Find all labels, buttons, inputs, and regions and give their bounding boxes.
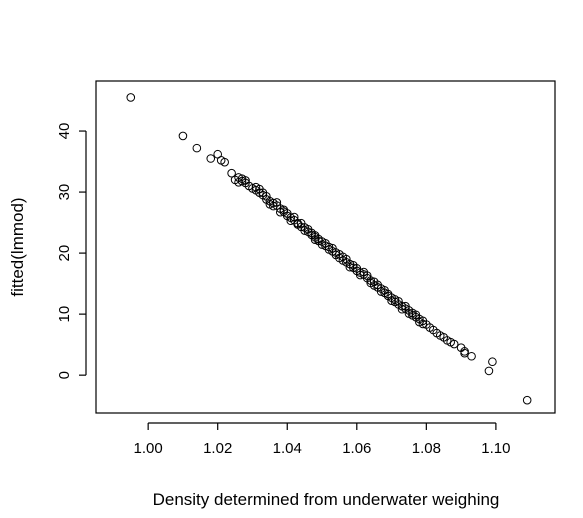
- y-tick-label: 10: [56, 306, 73, 323]
- data-point: [227, 168, 236, 178]
- points-layer: [126, 93, 532, 405]
- data-point: [522, 395, 532, 405]
- y-tick-label: 20: [56, 245, 73, 262]
- y-tick-label: 40: [56, 123, 73, 140]
- y-tick-label: 0: [56, 371, 73, 379]
- data-point: [449, 339, 459, 349]
- data-point: [418, 319, 428, 329]
- data-point: [467, 351, 476, 361]
- data-point: [192, 143, 202, 153]
- x-axis: 1.00 1.02 1.04 1.06 1.08 1.10: [134, 422, 510, 457]
- data-point: [484, 366, 494, 376]
- x-tick-label: 1.06: [342, 440, 371, 457]
- x-axis-title: Density determined from underwater weigh…: [153, 490, 500, 509]
- x-tick-label: 1.04: [273, 440, 302, 457]
- data-point: [220, 157, 229, 167]
- y-tick-label: 30: [56, 184, 73, 201]
- data-point: [387, 296, 396, 306]
- y-axis-title: fitted(lmmod): [8, 197, 27, 296]
- plot-frame: [95, 80, 556, 414]
- x-tick-label: 1.02: [203, 440, 232, 457]
- data-point: [126, 93, 136, 102]
- data-point: [488, 357, 497, 367]
- x-tick-label: 1.00: [134, 440, 163, 457]
- data-point: [178, 131, 188, 141]
- data-point: [460, 348, 469, 358]
- x-tick-label: 1.10: [481, 440, 510, 457]
- x-tick-label: 1.08: [412, 440, 441, 457]
- data-point: [206, 154, 216, 163]
- y-axis: 0 10 20 30 40: [56, 123, 87, 379]
